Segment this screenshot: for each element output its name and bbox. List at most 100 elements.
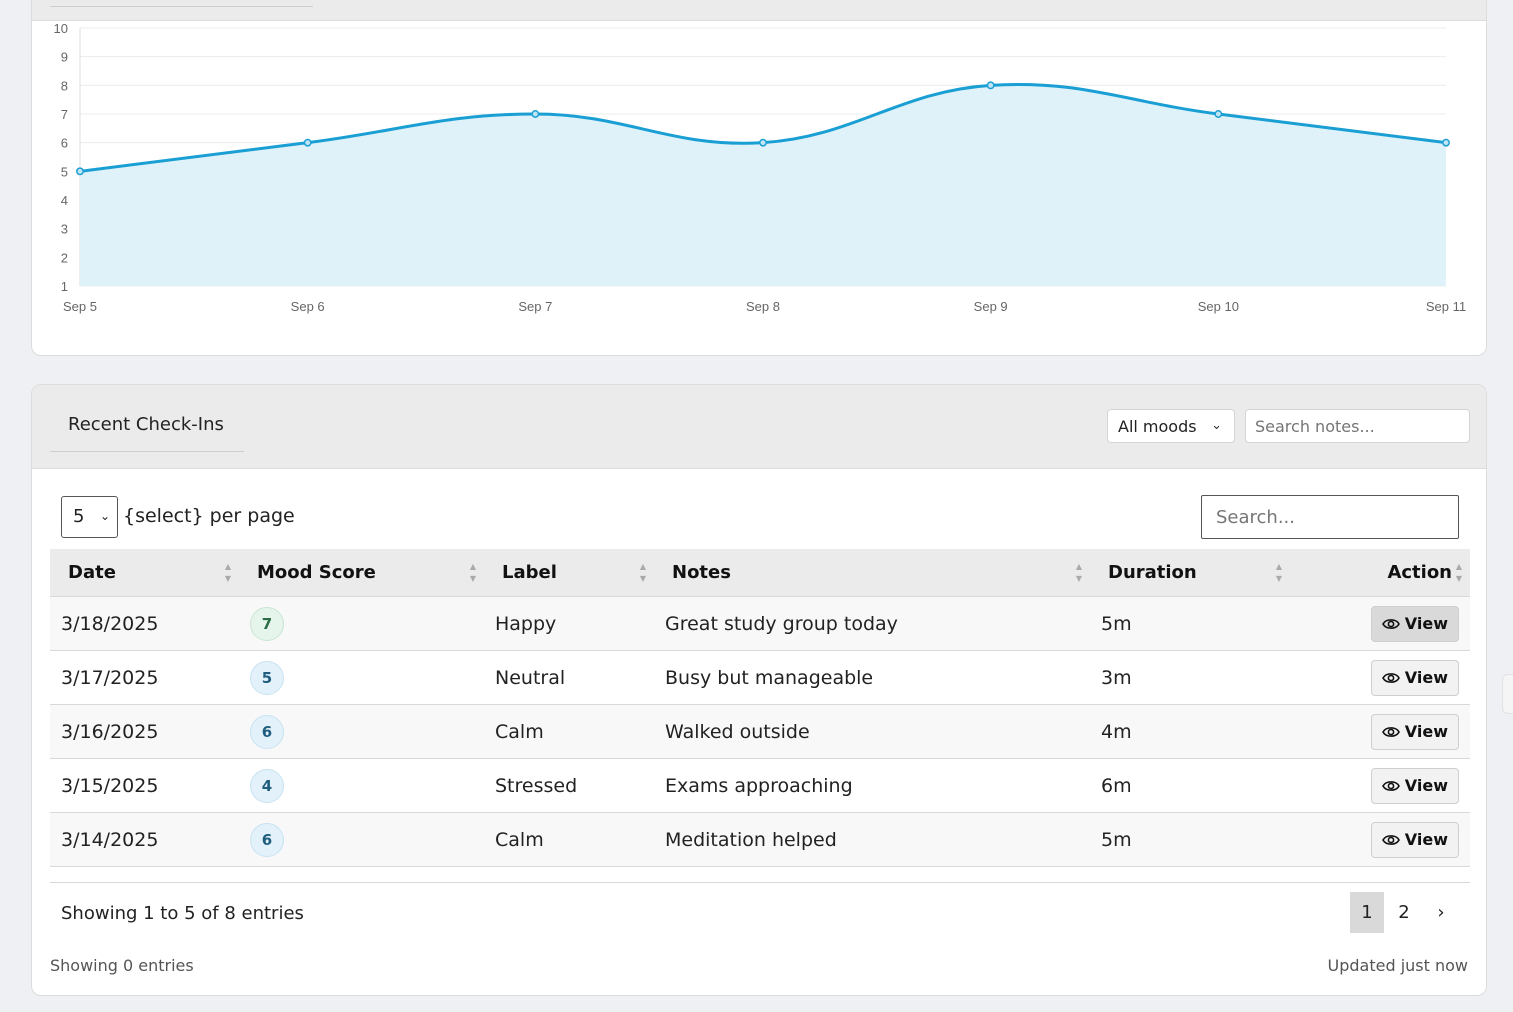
- chevron-down-icon: ⌄: [1211, 418, 1222, 433]
- eye-icon: [1381, 725, 1400, 739]
- y-tick-label: 7: [61, 107, 68, 122]
- eye-icon: [1381, 779, 1400, 793]
- mood-trend-card: 1 2 3 4 5 6 7 8 9 10 Sep 5 Sep 6 Sep 7 Sep 8 Sep 9 Sep …: [31, 0, 1487, 356]
- mood-score-badge: 5: [250, 660, 284, 695]
- eye-icon: [1381, 617, 1400, 631]
- y-tick-label: 8: [61, 78, 68, 93]
- data-point: [986, 81, 995, 90]
- view-button-label: View: [1404, 830, 1448, 849]
- notes-search-input[interactable]: [1245, 409, 1470, 443]
- column-header-duration[interactable]: Duration ▲ ▼: [1090, 549, 1290, 597]
- page-2-button[interactable]: 2: [1398, 902, 1410, 923]
- cell-action: View: [1290, 812, 1470, 867]
- mood-filter-value: All moods: [1118, 417, 1197, 436]
- view-button[interactable]: View: [1370, 767, 1459, 804]
- cell-action: View: [1290, 650, 1470, 705]
- per-page-select[interactable]: 5 ⌄: [61, 496, 118, 538]
- table-row: 3/17/2025 5 Neutral Busy but manageable 3m Vi…: [50, 650, 1470, 705]
- cell-label: Calm: [484, 704, 654, 759]
- x-tick-label: Sep 11: [1426, 299, 1466, 314]
- footer-entries-count: Showing 0 entries: [50, 956, 194, 975]
- sort-icon: ▲ ▼: [1075, 562, 1082, 583]
- cell-action: View: [1290, 758, 1470, 813]
- column-header-date[interactable]: Date ▲ ▼: [50, 549, 239, 597]
- table-row: 3/16/2025 6 Calm Walked outside 4m View: [50, 704, 1470, 759]
- x-tick-label: Sep 9: [974, 299, 1008, 314]
- chart-card-header: [32, 0, 1486, 21]
- column-header-action[interactable]: Action ▲ ▼: [1290, 549, 1470, 597]
- sort-icon: ▲ ▼: [1275, 562, 1282, 583]
- column-header-notes[interactable]: Notes ▲ ▼: [654, 549, 1090, 597]
- column-header-label[interactable]: Label ▲ ▼: [484, 549, 654, 597]
- cell-mood-score: 5: [239, 650, 484, 705]
- cell-notes: Walked outside: [654, 704, 1090, 759]
- header-underline: [50, 6, 313, 7]
- table-search-input[interactable]: [1201, 495, 1459, 539]
- cell-label: Neutral: [484, 650, 654, 705]
- cell-mood-score: 6: [239, 704, 484, 759]
- view-button-label: View: [1404, 668, 1448, 687]
- mood-score-badge: 7: [250, 606, 284, 641]
- view-button[interactable]: View: [1370, 659, 1459, 696]
- y-tick-label: 4: [61, 193, 68, 208]
- data-point: [759, 138, 767, 147]
- table-info: Showing 1 to 5 of 8 entries: [61, 903, 304, 924]
- table-header-row: Date ▲ ▼ Mood Score ▲ ▼ Label ▲ ▼ Notes ▲ ▼ Dura…: [50, 549, 1470, 597]
- cell-label: Stressed: [484, 758, 654, 813]
- sort-icon: ▲ ▼: [469, 562, 476, 583]
- cell-notes: Great study group today: [654, 596, 1090, 651]
- pagination: 1 2 ›: [1347, 892, 1458, 933]
- column-header-mood-score[interactable]: Mood Score ▲ ▼: [239, 549, 484, 597]
- y-tick-label: 1: [61, 279, 68, 294]
- recent-checkins-card: Recent Check-Ins All moods ⌄ 5 ⌄ {select…: [31, 384, 1487, 996]
- cell-action: View: [1290, 704, 1470, 759]
- mood-score-badge: 6: [250, 714, 284, 749]
- recent-checkins-title: Recent Check-Ins: [50, 408, 244, 452]
- mood-trend-chart: 1 2 3 4 5 6 7 8 9 10 Sep 5 Sep 6 Sep 7 Sep 8 Sep 9 Sep …: [54, 21, 1467, 314]
- cell-notes: Busy but manageable: [654, 650, 1090, 705]
- next-page-button[interactable]: ›: [1437, 902, 1445, 923]
- cell-duration: 6m: [1090, 758, 1290, 813]
- mood-filter-select[interactable]: All moods ⌄: [1107, 409, 1235, 443]
- side-handle[interactable]: [1502, 674, 1513, 714]
- per-page-label: {select} per page: [123, 505, 295, 527]
- series-area: [80, 84, 1446, 286]
- cell-action: View: [1290, 596, 1470, 651]
- cell-notes: Exams approaching: [654, 758, 1090, 813]
- cell-label: Happy: [484, 596, 654, 651]
- eye-icon: [1381, 671, 1400, 685]
- data-point: [303, 138, 312, 147]
- view-button[interactable]: View: [1370, 821, 1459, 858]
- mood-score-badge: 6: [250, 822, 284, 857]
- cell-date: 3/17/2025: [50, 650, 239, 705]
- data-point: [1442, 138, 1450, 147]
- per-page-value: 5: [73, 506, 85, 527]
- sort-icon: ▲ ▼: [224, 562, 231, 583]
- recent-checkins-header: Recent Check-Ins All moods ⌄: [32, 385, 1486, 469]
- cell-mood-score: 7: [239, 596, 484, 651]
- cell-date: 3/14/2025: [50, 812, 239, 867]
- y-tick-label: 6: [61, 136, 68, 151]
- y-tick-label: 5: [61, 164, 68, 179]
- cell-mood-score: 6: [239, 812, 484, 867]
- footer-updated-status: Updated just now: [1327, 956, 1468, 975]
- cell-label: Calm: [484, 812, 654, 867]
- x-tick-label: Sep 7: [518, 299, 552, 314]
- mood-score-badge: 4: [250, 768, 284, 803]
- view-button[interactable]: View: [1370, 605, 1459, 642]
- page-1-button[interactable]: 1: [1350, 892, 1384, 933]
- table-divider: [50, 882, 1470, 883]
- chevron-down-icon: ⌄: [99, 509, 110, 523]
- x-tick-label: Sep 5: [63, 299, 97, 314]
- table-row: 3/15/2025 4 Stressed Exams approaching 6m Vie…: [50, 758, 1470, 813]
- sort-icon: ▲ ▼: [1455, 562, 1462, 583]
- data-point: [1214, 110, 1223, 118]
- table-row: 3/18/2025 7 Happy Great study group today 5m…: [50, 596, 1470, 651]
- cell-date: 3/15/2025: [50, 758, 239, 813]
- data-point: [76, 167, 84, 176]
- cell-duration: 5m: [1090, 812, 1290, 867]
- cell-date: 3/18/2025: [50, 596, 239, 651]
- view-button[interactable]: View: [1370, 713, 1459, 750]
- cell-date: 3/16/2025: [50, 704, 239, 759]
- cell-notes: Meditation helped: [654, 812, 1090, 867]
